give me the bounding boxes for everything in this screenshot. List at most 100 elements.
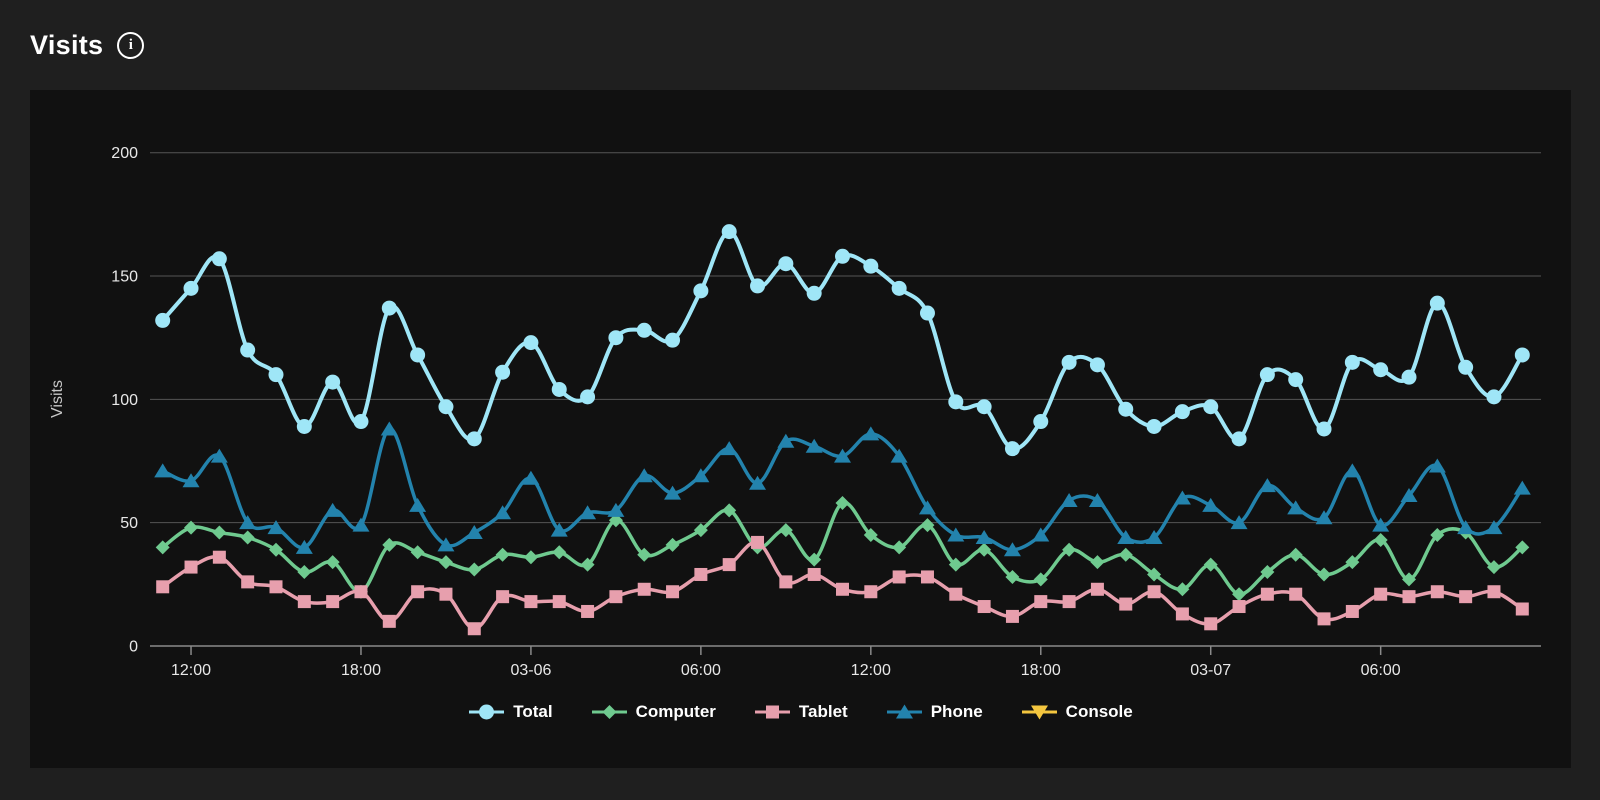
data-point-marker[interactable] bbox=[241, 575, 255, 589]
data-point-marker[interactable] bbox=[212, 525, 227, 540]
data-point-marker[interactable] bbox=[382, 537, 397, 552]
data-point-marker[interactable] bbox=[1118, 401, 1134, 417]
data-point-marker[interactable] bbox=[637, 582, 651, 596]
data-point-marker[interactable] bbox=[1372, 517, 1390, 532]
data-point-marker[interactable] bbox=[353, 414, 369, 430]
data-point-marker[interactable] bbox=[891, 280, 907, 296]
data-point-marker[interactable] bbox=[269, 542, 283, 557]
series-markers-phone[interactable] bbox=[154, 421, 1531, 557]
data-point-marker[interactable] bbox=[1402, 590, 1416, 604]
data-point-marker[interactable] bbox=[1345, 604, 1359, 618]
data-point-marker[interactable] bbox=[410, 545, 425, 560]
data-point-marker[interactable] bbox=[409, 497, 427, 512]
data-point-marker[interactable] bbox=[976, 399, 992, 415]
data-point-marker[interactable] bbox=[765, 705, 779, 719]
data-point-marker[interactable] bbox=[835, 495, 850, 510]
data-point-marker[interactable] bbox=[836, 582, 849, 596]
data-point-marker[interactable] bbox=[1373, 532, 1388, 547]
data-point-marker[interactable] bbox=[523, 550, 538, 565]
data-point-marker[interactable] bbox=[184, 560, 198, 574]
data-point-marker[interactable] bbox=[1090, 582, 1104, 596]
data-point-marker[interactable] bbox=[552, 595, 566, 609]
data-point-marker[interactable] bbox=[807, 552, 822, 567]
data-point-marker[interactable] bbox=[325, 374, 341, 390]
data-point-marker[interactable] bbox=[1062, 595, 1076, 609]
data-point-marker[interactable] bbox=[1061, 354, 1077, 370]
data-point-marker[interactable] bbox=[155, 540, 170, 555]
data-point-marker[interactable] bbox=[977, 542, 992, 557]
data-point-marker[interactable] bbox=[1316, 421, 1332, 437]
data-point-marker[interactable] bbox=[720, 441, 738, 456]
data-point-marker[interactable] bbox=[1173, 490, 1191, 505]
data-point-marker[interactable] bbox=[602, 705, 617, 719]
data-point-marker[interactable] bbox=[1175, 607, 1189, 621]
data-point-marker[interactable] bbox=[295, 539, 313, 554]
data-point-marker[interactable] bbox=[779, 575, 793, 589]
data-point-marker[interactable] bbox=[1088, 492, 1106, 507]
data-point-marker[interactable] bbox=[240, 342, 256, 358]
data-point-marker[interactable] bbox=[524, 595, 538, 609]
data-point-marker[interactable] bbox=[410, 347, 426, 363]
series-markers-computer[interactable] bbox=[155, 495, 1530, 602]
data-point-marker[interactable] bbox=[1430, 528, 1445, 543]
data-point-marker[interactable] bbox=[750, 278, 766, 294]
data-point-marker[interactable] bbox=[1032, 527, 1050, 542]
data-point-marker[interactable] bbox=[749, 475, 767, 490]
data-point-marker[interactable] bbox=[1317, 612, 1331, 626]
data-point-marker[interactable] bbox=[1289, 587, 1303, 601]
data-point-marker[interactable] bbox=[1203, 399, 1219, 415]
data-point-marker[interactable] bbox=[1147, 567, 1162, 582]
data-point-marker[interactable] bbox=[890, 448, 908, 463]
data-point-marker[interactable] bbox=[805, 438, 823, 453]
data-point-marker[interactable] bbox=[495, 547, 510, 562]
data-point-marker[interactable] bbox=[1033, 414, 1049, 430]
data-point-marker[interactable] bbox=[479, 704, 495, 720]
data-point-marker[interactable] bbox=[496, 590, 510, 604]
data-point-marker[interactable] bbox=[1119, 597, 1133, 611]
data-point-marker[interactable] bbox=[947, 527, 965, 542]
data-point-marker[interactable] bbox=[1315, 510, 1333, 525]
data-point-marker[interactable] bbox=[864, 585, 878, 599]
data-point-marker[interactable] bbox=[1174, 404, 1190, 420]
data-point-marker[interactable] bbox=[1146, 418, 1162, 434]
data-point-marker[interactable] bbox=[892, 540, 907, 555]
data-point-marker[interactable] bbox=[523, 335, 539, 351]
data-point-marker[interactable] bbox=[581, 604, 595, 618]
legend-item-computer[interactable]: Computer bbox=[591, 702, 716, 722]
data-point-marker[interactable] bbox=[721, 224, 737, 240]
data-point-marker[interactable] bbox=[1117, 529, 1135, 544]
data-point-marker[interactable] bbox=[665, 537, 680, 552]
data-point-marker[interactable] bbox=[267, 520, 285, 535]
data-point-marker[interactable] bbox=[1373, 362, 1389, 378]
data-point-marker[interactable] bbox=[380, 421, 398, 436]
data-point-marker[interactable] bbox=[636, 322, 652, 338]
data-point-marker[interactable] bbox=[1459, 590, 1473, 604]
data-point-marker[interactable] bbox=[948, 394, 964, 410]
data-point-marker[interactable] bbox=[1485, 520, 1503, 535]
data-point-marker[interactable] bbox=[1232, 600, 1246, 614]
data-point-marker[interactable] bbox=[806, 285, 822, 301]
data-point-marker[interactable] bbox=[1258, 478, 1276, 493]
data-point-marker[interactable] bbox=[182, 473, 200, 488]
data-point-marker[interactable] bbox=[1175, 582, 1190, 597]
data-point-marker[interactable] bbox=[1288, 372, 1304, 388]
data-point-marker[interactable] bbox=[580, 389, 596, 405]
data-point-marker[interactable] bbox=[666, 585, 680, 599]
data-point-marker[interactable] bbox=[326, 595, 340, 609]
data-point-marker[interactable] bbox=[268, 367, 284, 383]
data-point-marker[interactable] bbox=[1118, 547, 1133, 562]
data-point-marker[interactable] bbox=[240, 530, 255, 545]
data-point-marker[interactable] bbox=[1202, 497, 1220, 512]
data-point-marker[interactable] bbox=[1344, 354, 1360, 370]
data-point-marker[interactable] bbox=[918, 500, 936, 515]
data-point-marker[interactable] bbox=[495, 364, 511, 380]
data-point-marker[interactable] bbox=[467, 622, 481, 636]
data-point-marker[interactable] bbox=[1486, 560, 1501, 575]
data-point-marker[interactable] bbox=[665, 332, 681, 348]
data-point-marker[interactable] bbox=[609, 590, 623, 604]
data-point-marker[interactable] bbox=[1147, 585, 1161, 599]
data-point-marker[interactable] bbox=[466, 431, 482, 447]
data-point-marker[interactable] bbox=[977, 600, 991, 614]
data-point-marker[interactable] bbox=[1428, 458, 1446, 473]
data-point-marker[interactable] bbox=[352, 517, 370, 532]
